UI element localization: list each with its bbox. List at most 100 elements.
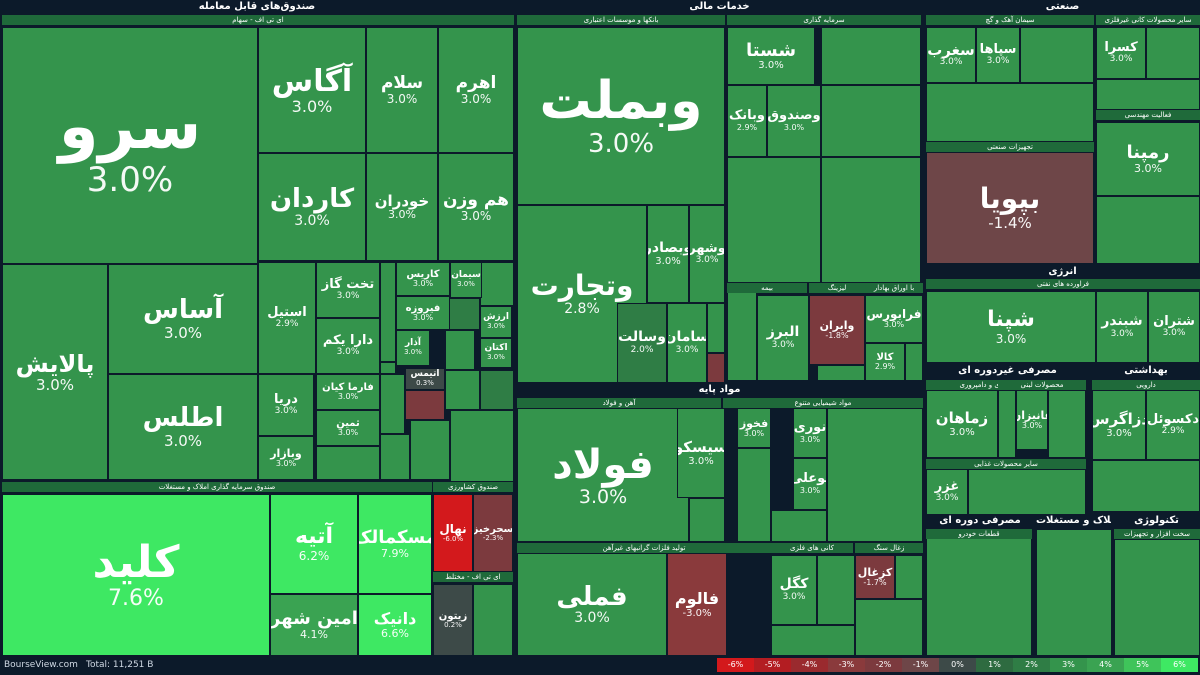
stock-tile[interactable]: آتیه 6.2%: [270, 494, 358, 594]
stock-tile[interactable]: شپنا 3.0%: [926, 291, 1096, 363]
minor-stock-cell[interactable]: [817, 365, 865, 381]
minor-stock-cell[interactable]: [380, 262, 396, 362]
stock-tile[interactable]: دکسوئل 2.9%: [1146, 390, 1200, 460]
industry-header[interactable]: ای تی اف - سهام: [2, 15, 514, 25]
stock-tile[interactable]: نوری 3.0%: [793, 408, 827, 458]
industry-header[interactable]: زغال سنگ: [855, 543, 923, 553]
stock-tile[interactable]: کگل 3.0%: [771, 555, 817, 625]
minor-stock-cell[interactable]: [905, 343, 923, 381]
stock-tile[interactable]: بپویا -1.4%: [926, 152, 1094, 264]
sector-header[interactable]: صندوق‌های قابل معامله: [0, 0, 514, 14]
minor-stock-cell[interactable]: [380, 374, 405, 434]
minor-stock-cell[interactable]: [445, 298, 480, 330]
minor-stock-cell[interactable]: [1048, 390, 1086, 458]
stock-tile[interactable]: کالا 2.9%: [865, 343, 905, 381]
minor-stock-cell[interactable]: [968, 469, 1086, 515]
stock-tile[interactable]: امین شهر 4.1%: [270, 594, 358, 656]
stock-tile[interactable]: غزر 3.0%: [926, 469, 968, 515]
industry-header[interactable]: بانکها و موسسات اعتباری: [517, 15, 725, 25]
stock-tile[interactable]: اطلس 3.0%: [108, 374, 258, 480]
minor-stock-cell[interactable]: [473, 584, 513, 656]
sector-header[interactable]: مصرفی دوره ای: [925, 514, 1035, 528]
stock-tile[interactable]: سحرخیز -2.3%: [473, 494, 513, 572]
minor-stock-cell[interactable]: [689, 498, 725, 542]
stock-tile[interactable]: وشهر 3.0%: [689, 205, 725, 303]
minor-stock-cell[interactable]: [855, 599, 923, 656]
minor-stock-cell[interactable]: [1020, 27, 1094, 83]
stock-tile[interactable]: آتیمس 0.3%: [405, 368, 445, 390]
stock-tile[interactable]: شستا 3.0%: [727, 27, 815, 85]
industry-header[interactable]: صندوق کشاورزی: [433, 482, 513, 492]
minor-stock-cell[interactable]: [821, 27, 921, 85]
stock-tile[interactable]: فالوم -3.0%: [667, 553, 727, 656]
stock-tile[interactable]: فیروزه 3.0%: [396, 296, 450, 330]
stock-tile[interactable]: سامان3.0%: [667, 303, 707, 383]
sector-header[interactable]: املاک و مستغلات: [1036, 514, 1111, 528]
industry-header[interactable]: سیمان آهک و گچ: [926, 15, 1094, 25]
minor-stock-cell[interactable]: [707, 353, 725, 383]
stock-tile[interactable]: فخوز 3.0%: [737, 408, 771, 448]
minor-stock-cell[interactable]: [817, 555, 855, 625]
industry-header[interactable]: سایر محصولات کانی غیرفلزی: [1096, 15, 1200, 25]
industry-header[interactable]: آهن و فولاد: [517, 398, 721, 408]
minor-stock-cell[interactable]: [316, 446, 380, 480]
stock-tile[interactable]: سرو 3.0%: [2, 27, 258, 264]
industry-header[interactable]: فعالیت مهندسی: [1096, 110, 1200, 120]
stock-tile[interactable]: البرز 3.0%: [757, 295, 809, 381]
stock-tile[interactable]: وصندوق 3.0%: [767, 85, 821, 157]
minor-stock-cell[interactable]: [771, 625, 855, 656]
sector-header[interactable]: انرژی: [925, 265, 1200, 279]
industry-header[interactable]: کانی های فلزی: [771, 543, 853, 553]
stock-tile[interactable]: ارزش 3.0%: [480, 306, 512, 338]
minor-stock-cell[interactable]: [727, 283, 757, 381]
stock-tile[interactable]: وبازار 3.0%: [258, 436, 314, 480]
brand-label[interactable]: BourseView.com: [4, 660, 78, 670]
minor-stock-cell[interactable]: [405, 390, 445, 420]
stock-tile[interactable]: زیتون 0.2%: [433, 584, 473, 656]
sector-header[interactable]: مصرفی غیردوره ای: [925, 364, 1090, 378]
industry-header[interactable]: فراورده های نفتی: [926, 279, 1200, 289]
stock-tile[interactable]: سغرب 3.0%: [926, 27, 976, 83]
stock-tile[interactable]: فارما کیان 3.0%: [316, 374, 380, 410]
stock-tile[interactable]: وایران -1.8%: [809, 295, 865, 365]
stock-tile[interactable]: رمپنا 3.0%: [1096, 122, 1200, 196]
industry-header[interactable]: سخت افزار و تجهیزات: [1114, 529, 1200, 539]
stock-tile[interactable]: شبندر 3.0%: [1096, 291, 1148, 363]
minor-stock-cell[interactable]: [380, 362, 396, 374]
industry-header[interactable]: قطعات خودرو: [926, 529, 1032, 539]
sector-header[interactable]: مواد پایه: [516, 383, 923, 397]
minor-stock-cell[interactable]: [1146, 27, 1200, 79]
stock-tile[interactable]: تخت گاز 3.0%: [316, 262, 380, 318]
stock-tile[interactable]: آذار 3.0%: [396, 330, 430, 366]
industry-header[interactable]: صندوق سرمایه گذاری املاک و مستغلات: [2, 482, 432, 492]
stock-tile[interactable]: هم وزن 3.0%: [438, 153, 514, 261]
stock-tile[interactable]: سیسکو3.0%: [677, 408, 725, 498]
minor-stock-cell[interactable]: [1036, 529, 1112, 656]
minor-stock-cell[interactable]: [445, 370, 480, 410]
industry-header[interactable]: دارویی: [1092, 380, 1200, 390]
stock-tile[interactable]: مسکمالک7.9%: [358, 494, 432, 594]
stock-tile[interactable]: نهال -6.0%: [433, 494, 473, 572]
minor-stock-cell[interactable]: [771, 510, 827, 542]
stock-tile[interactable]: استیل 2.9%: [258, 262, 316, 374]
stock-tile[interactable]: آساس 3.0%: [108, 264, 258, 374]
stock-tile[interactable]: وسالت 2.0%: [617, 303, 667, 383]
industry-header[interactable]: مواد شیمیایی متنوع: [723, 398, 923, 408]
sector-header[interactable]: صنعتی: [925, 0, 1200, 14]
stock-tile[interactable]: فرابورس 3.0%: [865, 295, 923, 343]
minor-stock-cell[interactable]: [737, 448, 771, 542]
sector-header[interactable]: خدمات مالی: [516, 0, 923, 14]
minor-stock-cell[interactable]: [1114, 539, 1200, 656]
stock-tile[interactable]: کلید 7.6%: [2, 494, 270, 656]
stock-tile[interactable]: کسرا 3.0%: [1096, 27, 1146, 79]
stock-tile[interactable]: کاردان 3.0%: [258, 153, 366, 261]
minor-stock-cell[interactable]: [410, 420, 450, 480]
minor-stock-cell[interactable]: [827, 408, 923, 542]
minor-stock-cell[interactable]: [707, 303, 725, 353]
industry-header[interactable]: سرمایه گذاری: [727, 15, 921, 25]
stock-tile[interactable]: وبانک 2.9%: [727, 85, 767, 157]
minor-stock-cell[interactable]: [821, 85, 921, 157]
stock-tile[interactable]: سلام 3.0%: [366, 27, 438, 153]
minor-stock-cell[interactable]: [926, 529, 1032, 656]
industry-header[interactable]: لیزینگ: [809, 283, 865, 293]
